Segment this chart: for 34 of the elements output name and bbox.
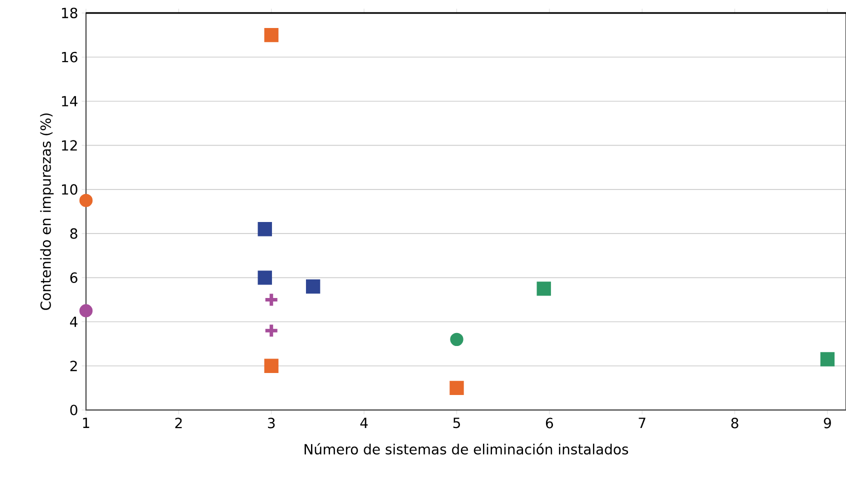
y-tick-label: 6 <box>70 272 78 283</box>
y-tick-label: 2 <box>70 360 77 372</box>
y-tick-label: 16 <box>62 52 78 62</box>
y-tick-label: 14 <box>62 96 78 106</box>
y-tick-label: 4 <box>70 316 78 327</box>
y-tick-label: 18 <box>62 8 78 18</box>
x-tick-label: 3 <box>268 418 275 428</box>
x-tick-label: 6 <box>546 418 553 428</box>
y-tick-label: 8 <box>70 228 78 239</box>
point <box>258 270 272 285</box>
y-tick-label: 12 <box>62 140 77 151</box>
point <box>536 282 551 296</box>
point <box>79 304 93 318</box>
y-tick-label: 0 <box>70 404 78 416</box>
x-tick-label: 9 <box>824 418 831 428</box>
point <box>258 222 272 236</box>
point <box>79 194 93 208</box>
point <box>264 322 280 338</box>
x-tick-label: 7 <box>638 418 646 428</box>
point <box>264 292 280 308</box>
x-tick-label: 8 <box>731 418 738 428</box>
point <box>264 28 278 42</box>
y-axis-title: Contenido en impurezas (%) <box>40 113 54 310</box>
point <box>306 279 320 294</box>
x-tick-label: 4 <box>360 418 368 428</box>
x-tick-label: 2 <box>175 418 182 428</box>
x-tick-label: 1 <box>83 418 90 428</box>
point <box>264 358 278 373</box>
point <box>820 352 835 366</box>
point <box>450 380 464 396</box>
x-axis-title: Número de sistemas de eliminación instalados <box>304 443 628 455</box>
point <box>450 332 464 346</box>
y-tick-label: 10 <box>62 184 78 195</box>
x-tick-label: 5 <box>453 418 460 428</box>
